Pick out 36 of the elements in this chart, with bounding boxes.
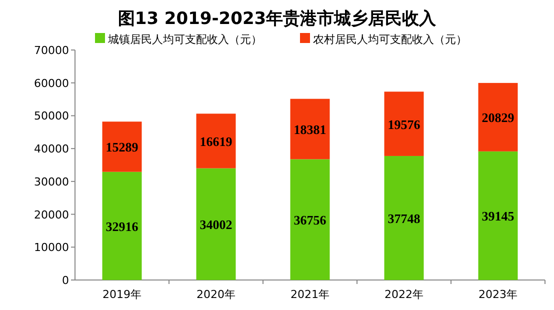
bar <box>290 159 330 280</box>
chart-title: 图13 2019-2023年贵港市城乡居民收入 <box>118 9 438 29</box>
data-label: 37748 <box>388 210 421 226</box>
data-label: 32916 <box>106 218 139 234</box>
x-tick-label: 2020年 <box>196 288 236 301</box>
data-label: 16619 <box>200 134 233 149</box>
y-tick-label: 70000 <box>34 44 69 57</box>
y-tick-label: 20000 <box>34 208 69 222</box>
bar <box>384 156 424 280</box>
bar <box>196 114 236 168</box>
y-tick-label: 50000 <box>34 110 69 123</box>
bar <box>384 92 424 156</box>
y-tick-label: 10000 <box>34 241 69 254</box>
y-tick-label: 30000 <box>34 175 69 188</box>
data-label: 34002 <box>200 217 232 232</box>
bar <box>478 151 518 280</box>
bar <box>102 122 142 172</box>
x-tick-label: 2022年 <box>384 288 424 301</box>
bar <box>102 172 142 280</box>
data-label: 19576 <box>388 116 421 132</box>
bar <box>478 82 518 152</box>
bar <box>290 98 330 160</box>
y-tick-label: 40000 <box>34 142 69 156</box>
data-label: 39145 <box>482 208 515 224</box>
legend-label: 城镇居民人均可支配收入（元） <box>107 33 262 46</box>
data-label: 18381 <box>294 122 326 138</box>
data-label: 15289 <box>106 140 139 155</box>
bar <box>196 168 236 280</box>
data-label: 36756 <box>294 212 327 228</box>
x-tick-label: 2021年 <box>290 288 330 301</box>
x-tick-label: 2019年 <box>102 288 142 301</box>
y-tick-label: 60000 <box>34 76 69 90</box>
x-tick-label: 2023年 <box>478 288 518 301</box>
legend-label: 农村居民人均可支配收入（元） <box>313 33 467 46</box>
data-label: 20829 <box>482 110 515 126</box>
y-tick-label: 0 <box>62 274 69 287</box>
